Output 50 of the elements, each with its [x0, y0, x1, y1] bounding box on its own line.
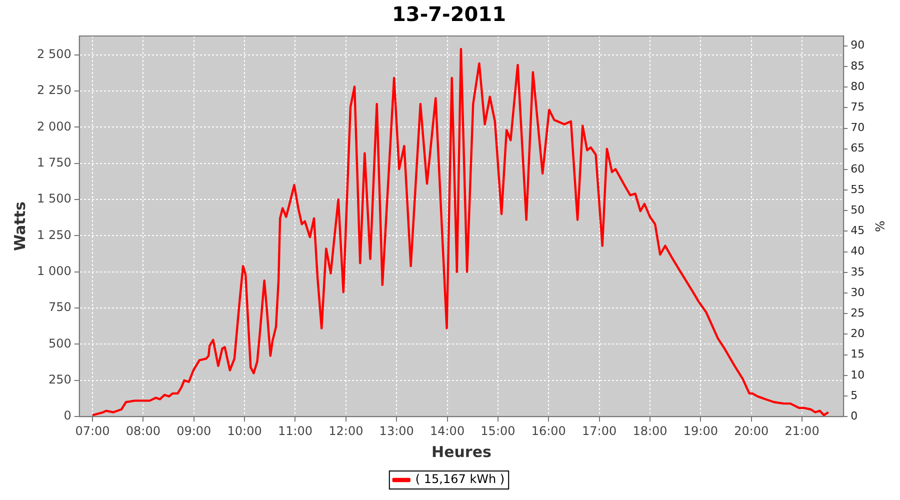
y2-tick-label: 90 [850, 38, 865, 52]
y-tick-label: 2 000 [36, 119, 72, 134]
y2-tick-label: 15 [850, 348, 865, 361]
y-axis-title: Watts [10, 202, 29, 252]
x-tick-label: 08:00 [126, 424, 161, 438]
legend-label: ( 15,167 kWh ) [415, 472, 505, 486]
x-tick-label: 09:00 [176, 424, 212, 438]
y2-tick-label: 80 [850, 80, 865, 93]
y2-tick-label: 70 [850, 121, 865, 134]
y2-tick-label: 75 [850, 100, 865, 114]
x-tick-label: 16:00 [531, 424, 566, 438]
x-tick-label: 10:00 [227, 424, 262, 438]
y-tick-label: 1 000 [36, 264, 72, 278]
y2-tick-label: 20 [850, 327, 865, 340]
y-tick-label: 0 [64, 408, 72, 423]
y-tick-label: 750 [48, 300, 72, 314]
y-tick-label: 2 500 [36, 46, 72, 61]
x-tick-label: 11:00 [278, 424, 313, 438]
y2-tick-label: 60 [850, 162, 865, 176]
x-tick-label: 18:00 [632, 424, 668, 438]
y2-tick-label: 30 [850, 286, 865, 299]
chart-title: 13-7-2011 [392, 2, 506, 26]
x-tick-label: 15:00 [480, 424, 516, 438]
x-tick-label: 12:00 [328, 424, 364, 438]
y-tick-label: 250 [48, 372, 72, 387]
x-tick-label: 07:00 [75, 424, 110, 438]
x-tick-label: 19:00 [683, 424, 718, 438]
y2-tick-label: 45 [850, 224, 865, 238]
y2-tick-label: 55 [850, 182, 865, 196]
y2-tick-label: 85 [850, 59, 865, 72]
y2-tick-label: 35 [850, 265, 865, 278]
y2-axis-title: % [872, 220, 887, 232]
y-tick-label: 2 250 [36, 83, 72, 98]
x-axis-title: Heures [432, 442, 492, 461]
y2-tick-label: 50 [850, 204, 865, 217]
y2-tick-label: 25 [850, 306, 865, 320]
x-tick-label: 14:00 [430, 424, 465, 438]
x-tick-label: 13:00 [379, 424, 414, 438]
y2-tick-label: 10 [850, 368, 865, 382]
x-tick-label: 21:00 [784, 424, 820, 438]
y2-tick-label: 0 [850, 409, 858, 422]
y2-tick-label: 40 [850, 244, 865, 258]
y-tick-label: 1 250 [36, 228, 72, 242]
x-tick-label: 17:00 [582, 424, 617, 438]
y-tick-label: 1 500 [36, 192, 72, 206]
x-tick-label: 20:00 [734, 424, 769, 438]
y2-tick-label: 5 [850, 388, 858, 402]
y-tick-label: 500 [48, 336, 72, 350]
y2-tick-label: 65 [850, 142, 865, 155]
y-tick-label: 1 750 [36, 155, 72, 170]
